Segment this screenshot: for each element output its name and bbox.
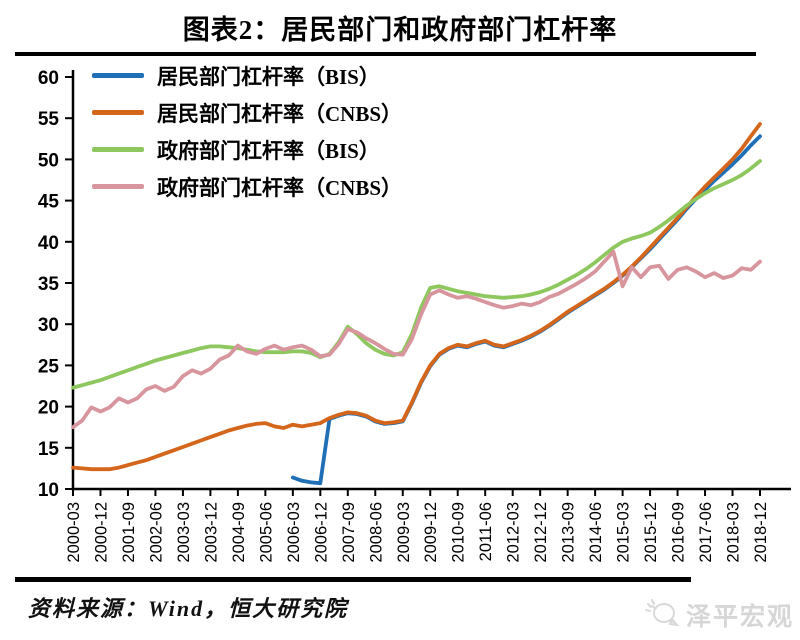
x-tick-label: 2012-12	[532, 502, 550, 563]
legend-item-government-bis: 政府部门杠杆率（BIS）	[92, 131, 402, 168]
legend-item-household-bis: 居民部门杠杆率（BIS）	[92, 57, 402, 94]
legend-swatch	[92, 147, 144, 152]
series-line-government-cnbs	[71, 249, 762, 430]
x-tick-label: 2003-03	[175, 502, 193, 563]
x-tick-label: 2011-06	[477, 502, 495, 561]
x-tick-label: 2008-06	[367, 502, 385, 563]
x-tick-label: 2000-12	[93, 502, 111, 563]
x-tick-label: 2018-03	[725, 502, 743, 563]
x-tick-label: 2006-03	[285, 502, 303, 563]
x-tick-label: 2018-12	[752, 502, 770, 563]
y-tick-label: 40	[38, 233, 59, 254]
y-tick-label: 55	[38, 109, 60, 130]
y-tick-label: 15	[38, 439, 60, 460]
x-tick-label: 2003-12	[202, 502, 220, 563]
x-tick-label: 2007-09	[340, 502, 358, 563]
legend-label: 政府部门杠杆率（BIS）	[157, 138, 380, 163]
series-line-government-bis	[71, 159, 762, 390]
legend-label: 居民部门杠杆率（BIS）	[157, 64, 380, 89]
legend-swatch	[92, 73, 144, 78]
x-tick-label: 2016-09	[670, 502, 688, 563]
y-tick-label: 50	[38, 150, 59, 171]
x-tick-label: 2013-09	[560, 502, 578, 563]
chart-title: 图表2：居民部门和政府部门杠杆率	[182, 15, 618, 45]
top-rule	[15, 52, 756, 56]
bottom-rule	[15, 577, 691, 582]
legend-label: 居民部门杠杆率（CNBS）	[157, 101, 403, 126]
y-tick-label: 25	[38, 356, 60, 377]
x-tick-label: 2017-06	[697, 502, 715, 563]
x-tick-label: 2014-06	[587, 502, 605, 563]
x-tick-label: 2006-12	[312, 502, 330, 563]
y-tick-label: 10	[38, 480, 59, 501]
legend-swatch	[92, 110, 144, 115]
watermark: 泽平宏观	[644, 597, 794, 633]
watermark-text: 泽平宏观	[685, 604, 794, 631]
legend-item-government-cnbs: 政府部门杠杆率（CNBS）	[92, 168, 402, 205]
y-tick-label: 60	[38, 68, 59, 89]
x-tick-label: 2000-03	[65, 502, 83, 563]
x-tick-label: 2015-03	[615, 502, 633, 563]
y-tick-label: 30	[38, 315, 59, 336]
legend-label: 政府部门杠杆率（CNBS）	[157, 175, 403, 200]
x-tick-label: 2015-12	[642, 502, 660, 563]
source-note: 资料来源：Wind，恒大研究院	[28, 596, 349, 621]
megaphone-icon	[644, 599, 680, 627]
series-line-household-cnbs	[71, 122, 762, 472]
y-tick-label: 45	[38, 192, 60, 213]
legend: 居民部门杠杆率（BIS） 居民部门杠杆率（CNBS） 政府部门杠杆率（BIS） 政府部…	[92, 57, 402, 205]
x-tick-label: 2004-09	[230, 502, 248, 563]
x-tick-label: 2009-03	[395, 502, 413, 563]
x-tick-label: 2001-09	[120, 502, 138, 563]
legend-item-household-cnbs: 居民部门杠杆率（CNBS）	[92, 94, 402, 131]
y-tick-label: 20	[38, 398, 59, 419]
x-tick-label: 2009-12	[422, 502, 440, 563]
y-tick-label: 35	[38, 274, 60, 295]
legend-swatch	[92, 184, 144, 189]
x-tick-label: 2012-03	[505, 502, 523, 563]
x-tick-label: 2005-06	[257, 502, 275, 563]
x-tick-label: 2010-09	[450, 502, 468, 563]
x-tick-label: 2002-06	[147, 502, 165, 563]
